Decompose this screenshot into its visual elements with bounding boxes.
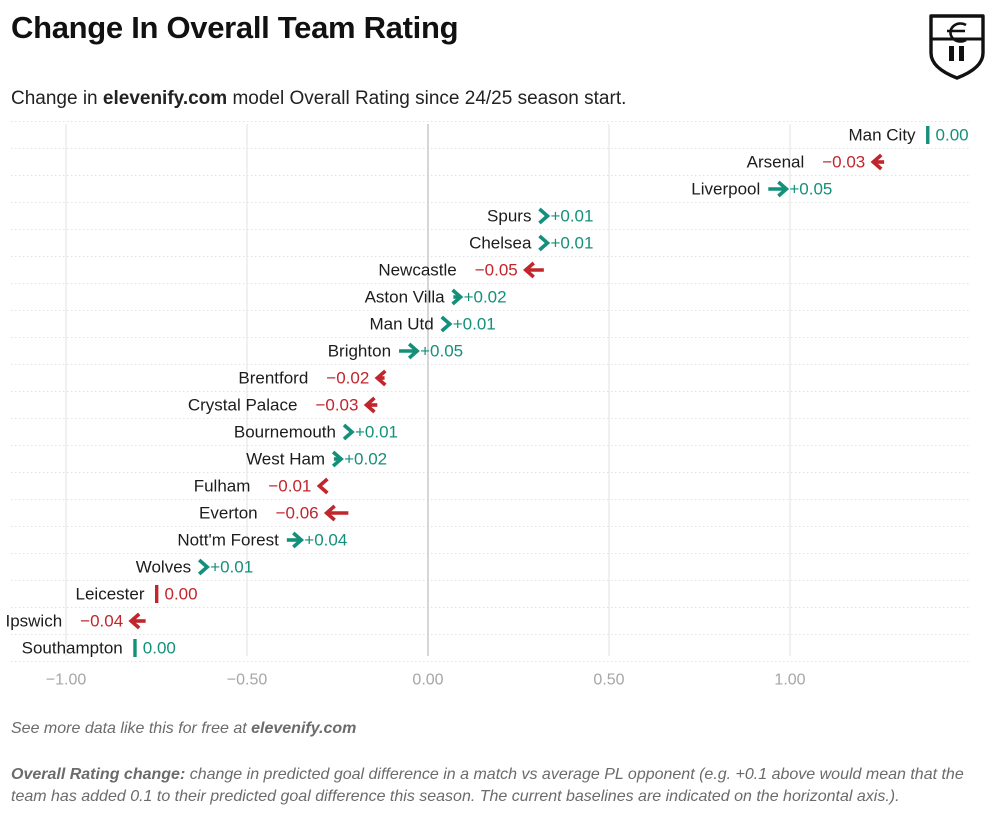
change-value-label: 0.00 <box>143 639 176 658</box>
chart-title: Change In Overall Team Rating <box>11 10 459 45</box>
increase-arrow-icon <box>538 207 551 225</box>
change-value-label: −0.04 <box>80 612 123 631</box>
change-value-label: +0.01 <box>550 234 593 253</box>
promo-text: See more data like this for free at <box>11 720 252 737</box>
x-tick-label: 1.00 <box>774 672 805 689</box>
change-value-label: −0.03 <box>822 153 865 172</box>
decrease-arrow-icon <box>316 477 329 495</box>
increase-arrow-icon <box>197 558 210 576</box>
change-value-label: +0.01 <box>210 558 253 577</box>
no-change-marker <box>133 639 137 657</box>
promo-brand-link[interactable]: elevenify.com <box>251 720 357 737</box>
team-label-spurs: Spurs <box>487 207 531 226</box>
change-value-label: +0.05 <box>420 342 463 361</box>
change-value-label: +0.01 <box>355 423 398 442</box>
change-value-label: +0.01 <box>550 207 593 226</box>
increase-arrow-icon <box>342 423 355 441</box>
no-change-marker <box>926 126 930 144</box>
no-change-marker <box>155 585 159 603</box>
team-label-brighton: Brighton <box>328 342 391 361</box>
definition-note: Overall Rating change: change in predict… <box>11 764 986 808</box>
increase-arrow-icon <box>331 450 344 468</box>
change-value-label: 0.00 <box>165 585 198 604</box>
team-label-man-utd: Man Utd <box>369 315 433 334</box>
increase-arrow-icon <box>777 180 790 198</box>
team-label-crystal-palace: Crystal Palace <box>188 396 298 415</box>
x-tick-label: 0.50 <box>593 672 624 689</box>
subtitle-brand[interactable]: elevenify.com <box>102 88 228 109</box>
decrease-arrow-icon <box>363 396 376 414</box>
team-label-newcastle: Newcastle <box>378 261 456 280</box>
team-label-aston-villa: Aston Villa <box>365 288 446 307</box>
rating-chart: −1.00 −0.50 0.00 0.50 1.00 Man City 0.00 −0.03 A… <box>5 121 970 689</box>
team-label-man-city: Man City <box>848 126 916 145</box>
promo-note: See more data like this for free at elev… <box>11 720 356 738</box>
team-label-arsenal: Arsenal <box>747 153 805 172</box>
increase-arrow-icon <box>451 288 464 306</box>
subtitle-suffix: model Overall Rating since 24/25 season … <box>227 88 627 109</box>
x-tick-label: −0.50 <box>227 672 268 689</box>
subtitle-prefix: Change in <box>11 88 103 109</box>
team-label-nott-m-forest: Nott'm Forest <box>177 531 279 550</box>
team-label-southampton: Southampton <box>22 639 123 658</box>
change-value-label: +0.01 <box>453 315 496 334</box>
decrease-arrow-icon <box>870 153 883 171</box>
team-label-brentford: Brentford <box>238 369 308 388</box>
change-value-label: +0.04 <box>304 531 347 550</box>
change-value-label: −0.06 <box>276 504 319 523</box>
definition-label: Overall Rating change: <box>11 766 186 783</box>
change-value-label: +0.02 <box>344 450 387 469</box>
change-value-label: −0.05 <box>475 261 518 280</box>
change-value-label: −0.02 <box>326 369 369 388</box>
change-value-label: +0.05 <box>789 180 832 199</box>
decrease-arrow-icon <box>374 369 387 387</box>
chart-subtitle: Change in elevenify.com model Overall Ra… <box>11 88 626 110</box>
definition-text: change in predicted goal difference in a… <box>11 766 964 805</box>
x-tick-label: 0.00 <box>412 672 443 689</box>
team-label-chelsea: Chelsea <box>469 234 532 253</box>
elevenify-logo-icon <box>929 14 985 80</box>
increase-arrow-icon <box>538 234 551 252</box>
team-label-everton: Everton <box>199 504 258 523</box>
team-label-ipswich: Ipswich <box>5 612 62 631</box>
team-label-leicester: Leicester <box>76 585 145 604</box>
team-label-liverpool: Liverpool <box>691 180 760 199</box>
change-value-label: −0.01 <box>268 477 311 496</box>
decrease-arrow-icon <box>323 504 336 522</box>
increase-arrow-icon <box>292 531 305 549</box>
change-value-label: +0.02 <box>464 288 507 307</box>
increase-arrow-icon <box>407 342 420 360</box>
team-label-wolves: Wolves <box>136 558 191 577</box>
team-label-west-ham: West Ham <box>246 450 325 469</box>
x-tick-label: −1.00 <box>46 672 87 689</box>
increase-arrow-icon <box>440 315 453 333</box>
change-value-label: −0.03 <box>315 396 358 415</box>
team-label-bournemouth: Bournemouth <box>234 423 336 442</box>
decrease-arrow-icon <box>523 261 535 279</box>
decrease-arrow-icon <box>128 612 141 630</box>
change-value-label: 0.00 <box>936 126 969 145</box>
team-label-fulham: Fulham <box>194 477 251 496</box>
